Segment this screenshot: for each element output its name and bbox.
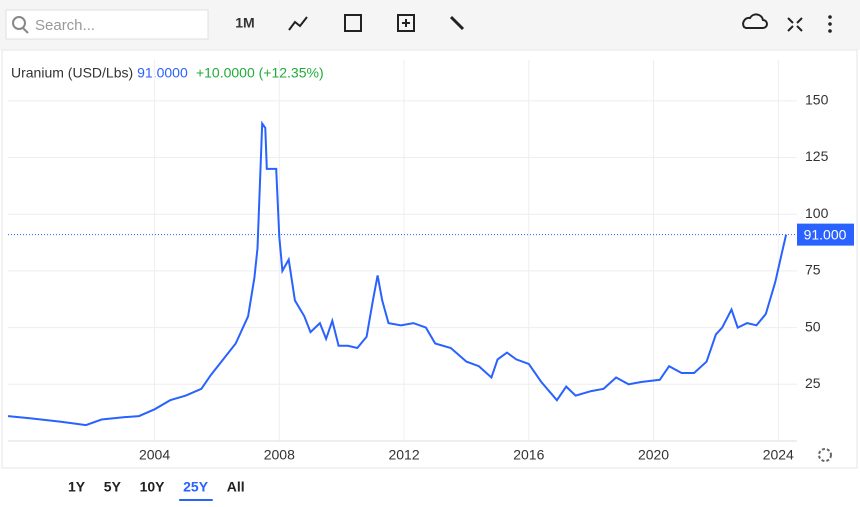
x-tick-label: 2008 [264,447,295,463]
compare-button[interactable] [397,14,415,32]
range-button[interactable]: 5Y [104,479,122,495]
menu-button[interactable] [828,15,832,19]
x-tick-label: 2016 [513,447,544,463]
range-button[interactable]: 1Y [68,479,86,495]
compare-icon [402,19,410,27]
series-name: Uranium (USD/Lbs) [11,65,133,81]
y-tick-label: 25 [805,375,821,391]
axis-settings-button[interactable] [818,448,832,462]
search-placeholder: Search... [35,17,95,34]
interval-button[interactable]: 1M [235,15,254,31]
fullscreen-button[interactable] [787,17,803,32]
menu-button [828,22,832,26]
settings-button[interactable] [449,15,465,31]
range-button[interactable]: 10Y [140,479,166,495]
range-button[interactable]: 25Y [183,479,209,495]
search-box[interactable] [5,9,209,40]
x-tick-label: 2004 [139,447,170,463]
chart-type-button[interactable] [288,16,308,31]
menu-button [828,29,832,33]
line [7,120,788,427]
range-button[interactable]: All [227,479,245,495]
y-tick-label: 150 [805,92,829,108]
x-tick-label: 2012 [388,447,419,463]
chart-frame [1,49,858,469]
y-tick-label: 75 [805,262,821,278]
y-tick-label: 50 [805,318,821,334]
header-price: 91.0000 [137,65,188,81]
y-tick-label: 125 [805,148,829,164]
x-tick-label: 2020 [638,447,669,463]
last-value-label: 91.000 [804,226,847,242]
header-change: +10.0000 (+12.35%) [196,65,324,81]
y-tick-label: 100 [805,205,829,221]
search-icon [12,16,26,30]
search-icon [22,27,29,34]
x-tick-label: 2024 [763,447,794,463]
download-button[interactable] [742,13,768,29]
last-value-tag [797,223,854,246]
calendar-button[interactable] [344,14,362,32]
